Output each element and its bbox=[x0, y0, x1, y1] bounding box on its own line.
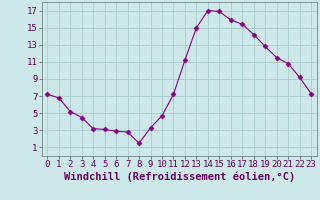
X-axis label: Windchill (Refroidissement éolien,°C): Windchill (Refroidissement éolien,°C) bbox=[64, 172, 295, 182]
